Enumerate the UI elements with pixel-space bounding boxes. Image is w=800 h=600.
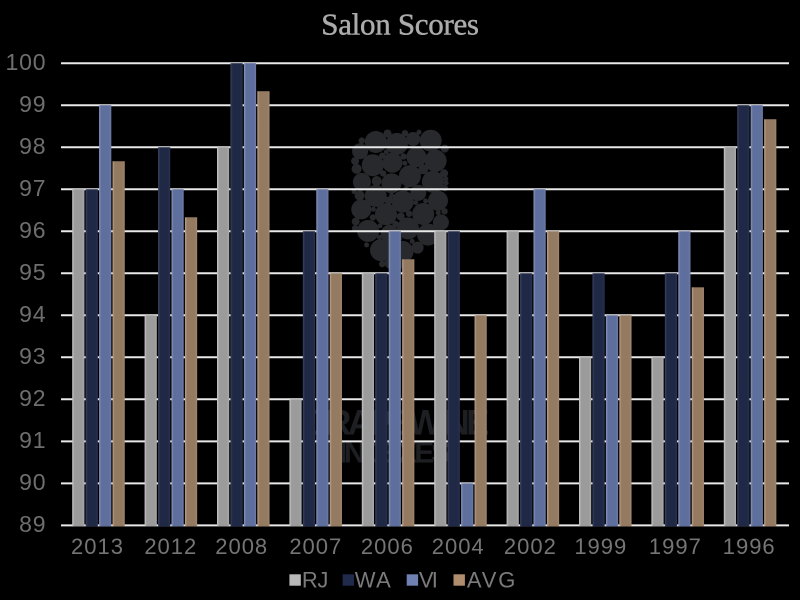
svg-text:97: 97 (19, 175, 46, 201)
svg-text:1999: 1999 (574, 534, 627, 559)
svg-text:RJ: RJ (302, 568, 330, 593)
svg-text:98: 98 (19, 133, 46, 159)
svg-text:89: 89 (19, 511, 46, 537)
svg-text:96: 96 (19, 217, 46, 243)
svg-text:91: 91 (19, 427, 46, 453)
svg-text:1996: 1996 (723, 534, 776, 559)
svg-text:99: 99 (19, 91, 46, 117)
svg-text:Salon Scores: Salon Scores (321, 7, 478, 42)
svg-text:AVG: AVG (467, 568, 517, 593)
svg-text:2012: 2012 (144, 534, 197, 559)
svg-text:1997: 1997 (649, 534, 702, 559)
svg-text:2013: 2013 (71, 534, 124, 559)
svg-text:92: 92 (19, 385, 46, 411)
svg-text:100: 100 (6, 49, 47, 75)
svg-text:2004: 2004 (432, 534, 485, 559)
svg-text:94: 94 (19, 301, 46, 327)
svg-text:95: 95 (19, 259, 46, 285)
svg-text:2008: 2008 (215, 534, 268, 559)
svg-text:2007: 2007 (289, 534, 342, 559)
svg-text:93: 93 (19, 343, 46, 369)
svg-text:90: 90 (19, 469, 46, 495)
svg-text:2006: 2006 (361, 534, 414, 559)
svg-text:WA: WA (355, 568, 393, 593)
svg-text:VI: VI (419, 568, 440, 593)
svg-text:2002: 2002 (504, 534, 557, 559)
